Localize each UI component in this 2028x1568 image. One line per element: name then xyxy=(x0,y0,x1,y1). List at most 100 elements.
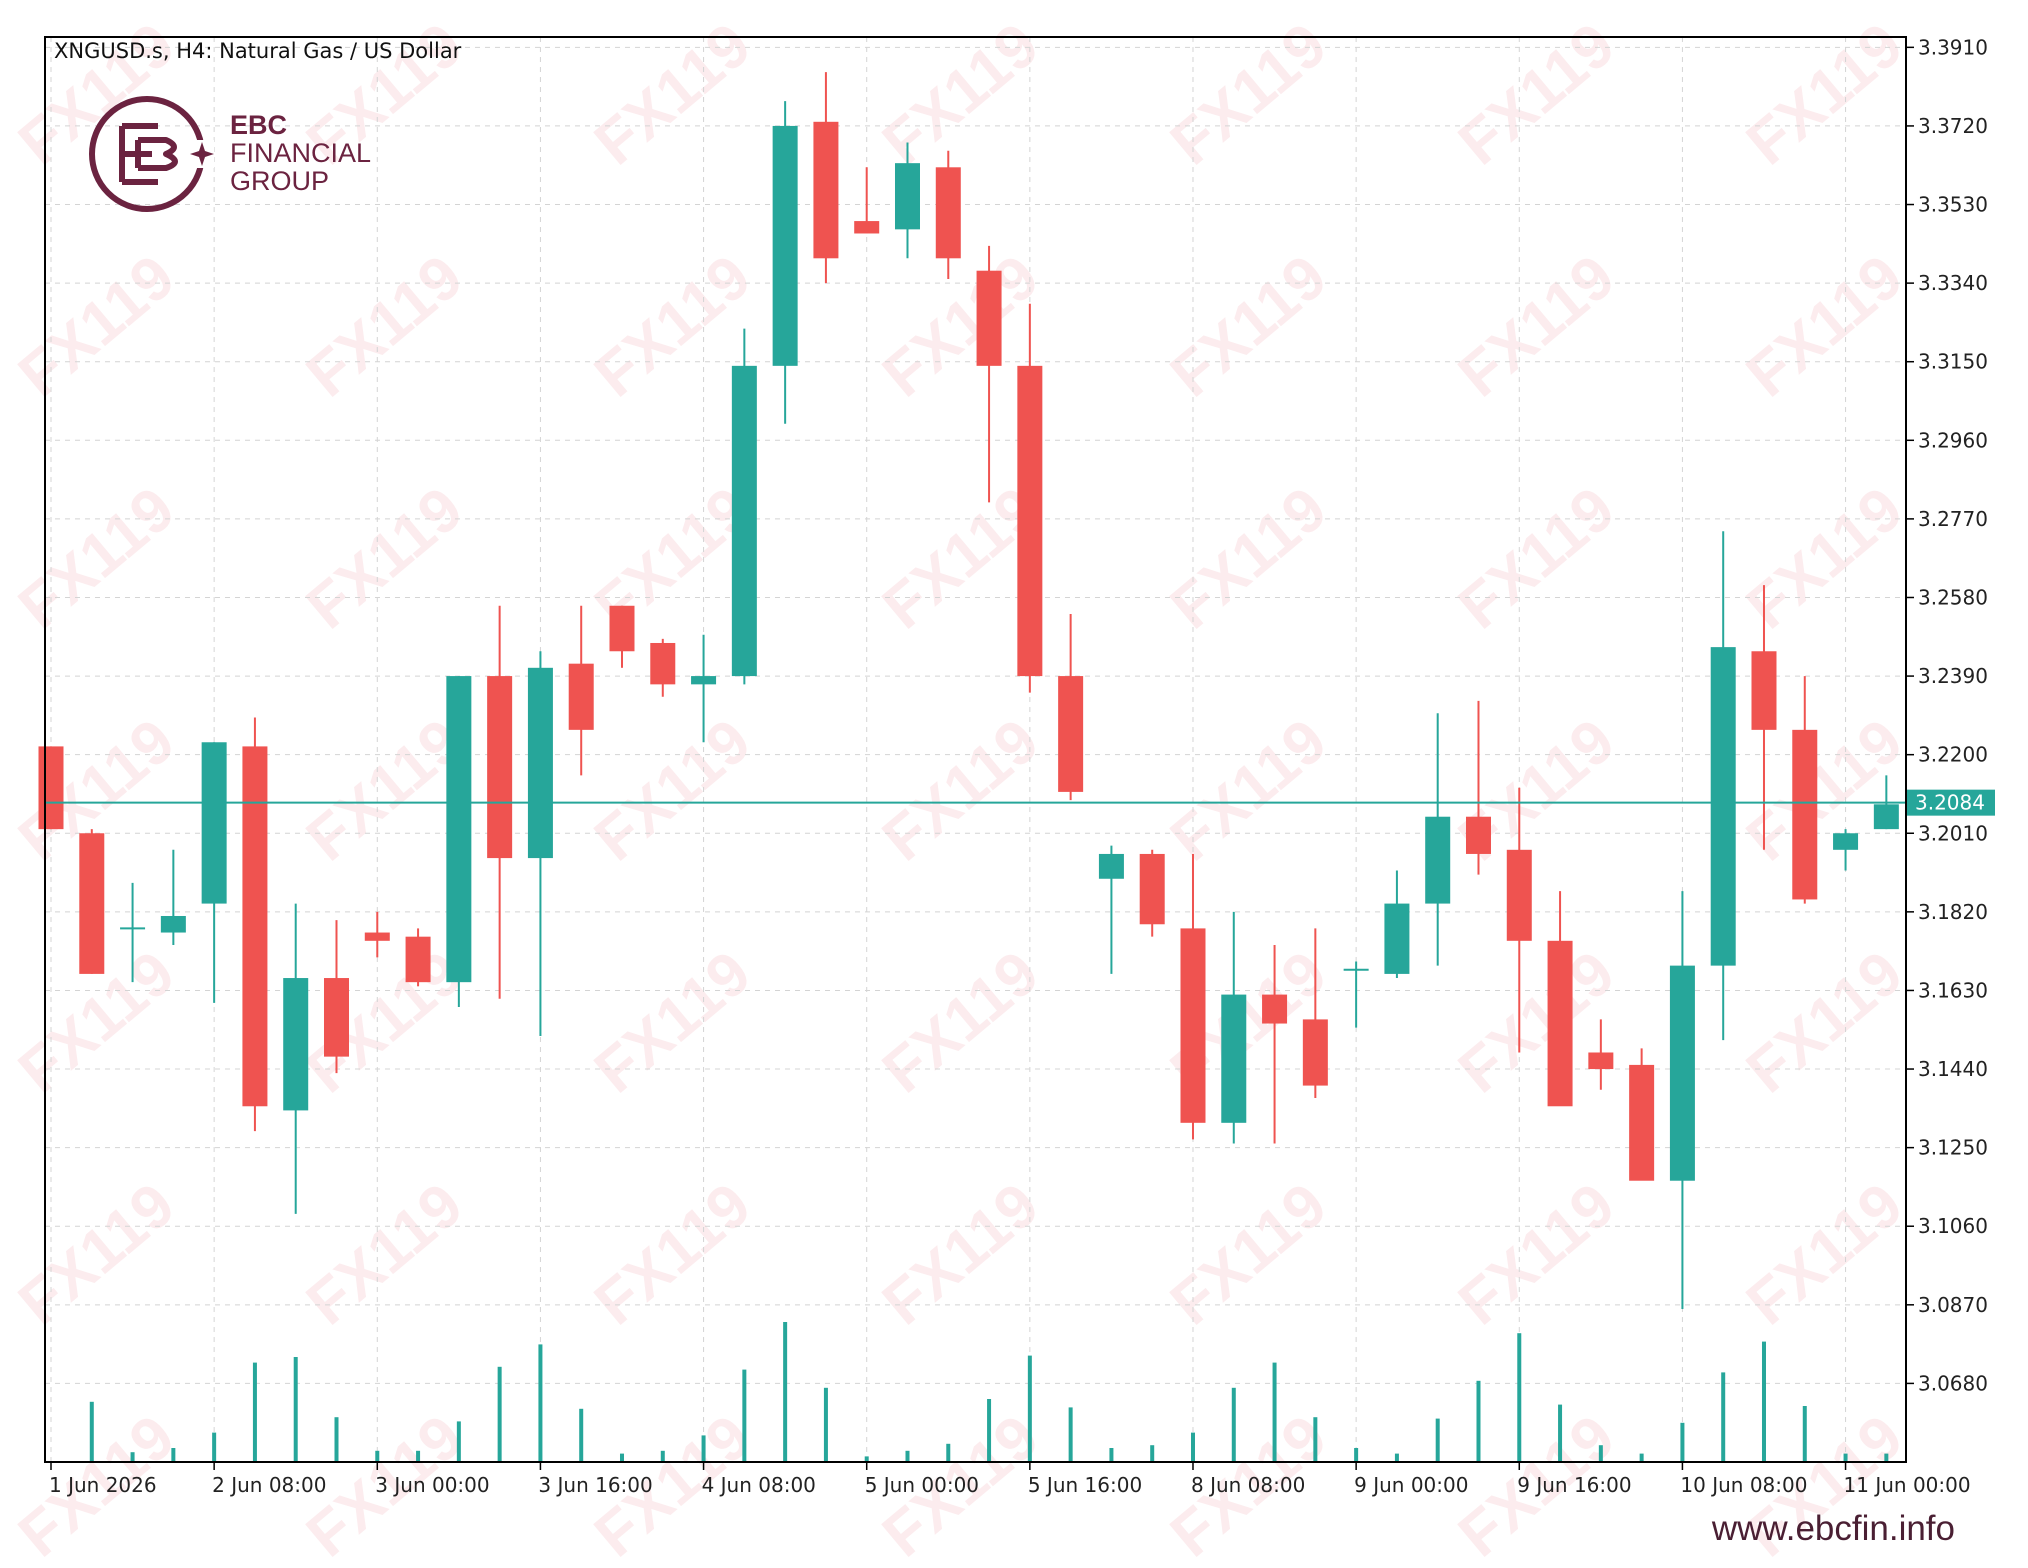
volume-bar xyxy=(456,1421,461,1462)
volume-bar xyxy=(1843,1453,1848,1462)
volume-bar xyxy=(1884,1453,1889,1462)
candle-body xyxy=(772,125,798,366)
candle xyxy=(1384,870,1410,979)
candle-body xyxy=(1629,1064,1655,1181)
volume-bar xyxy=(1109,1448,1114,1462)
website-url[interactable]: www.ebcfin.info xyxy=(1711,1509,1955,1548)
y-axis: 3.3910 3.3720 3.3530 3.3340 3.3150 3.2960 3.27… xyxy=(1906,35,1988,1395)
watermark-text: FX119 xyxy=(582,706,764,874)
candle xyxy=(854,167,880,234)
volume-bar xyxy=(171,1448,176,1462)
candle-body xyxy=(1873,804,1899,830)
volume-bar xyxy=(823,1387,828,1462)
watermark-text: FX119 xyxy=(1446,1170,1628,1338)
candle-body xyxy=(894,163,920,230)
volume-bar xyxy=(89,1401,94,1462)
y-tick-label: 3.3340 xyxy=(1918,271,1988,295)
volume-bar xyxy=(1313,1417,1318,1462)
candle-body xyxy=(854,221,880,234)
volume-bar xyxy=(130,1452,135,1462)
price-tag xyxy=(1907,789,1995,816)
y-tick-label: 3.2200 xyxy=(1918,743,1988,767)
candle-body xyxy=(1262,994,1288,1024)
y-tick-label: 3.2390 xyxy=(1918,664,1988,688)
x-tick-label: 10 Jun 08:00 xyxy=(1680,1473,1807,1497)
y-tick-label: 3.1630 xyxy=(1918,978,1988,1002)
candle-body xyxy=(935,167,961,259)
candle-body xyxy=(568,663,594,730)
y-tick-label: 3.1060 xyxy=(1918,1214,1988,1238)
candle xyxy=(650,638,676,697)
candle xyxy=(446,676,472,1007)
candle-body xyxy=(446,676,472,983)
x-tick-label: 2 Jun 08:00 xyxy=(212,1473,326,1497)
watermark-text: FX119 xyxy=(582,938,764,1106)
watermark-text: FX119 xyxy=(1446,242,1628,410)
volume-bar xyxy=(1721,1372,1726,1462)
x-tick-label: 5 Jun 16:00 xyxy=(1028,1473,1142,1497)
candle-body xyxy=(38,746,64,830)
volume-bar xyxy=(252,1362,257,1462)
candle-body xyxy=(1058,676,1084,792)
volume-bar xyxy=(1394,1453,1399,1462)
candle-body xyxy=(1180,928,1206,1123)
watermark-text: FX119 xyxy=(870,1170,1052,1338)
candle-body xyxy=(1139,853,1165,925)
y-tick-label: 3.2960 xyxy=(1918,428,1988,452)
watermark-text: FX119 xyxy=(582,10,764,178)
candle xyxy=(160,849,186,945)
volume-bar xyxy=(538,1344,543,1462)
candle-body xyxy=(1425,816,1451,904)
candle-body xyxy=(160,915,186,933)
candle xyxy=(1873,775,1899,830)
volume-bar xyxy=(1476,1380,1481,1462)
volume-bar xyxy=(334,1417,339,1462)
candle xyxy=(1098,845,1124,974)
candle xyxy=(1547,891,1573,1107)
x-tick-label: 4 Jun 08:00 xyxy=(702,1473,816,1497)
watermark-text: FX119 xyxy=(1446,474,1628,642)
volume-bar xyxy=(1190,1432,1195,1462)
watermark-text: FX119 xyxy=(294,474,476,642)
volume-bar xyxy=(619,1453,624,1462)
candle-body xyxy=(1302,1019,1328,1086)
logo-text-group: GROUP xyxy=(230,166,329,196)
candle xyxy=(1221,911,1247,1144)
candle xyxy=(1588,1019,1614,1090)
candle-body xyxy=(813,121,839,259)
watermark-text: FX119 xyxy=(1158,1170,1340,1338)
candle-body xyxy=(1588,1052,1614,1070)
x-tick-label: 9 Jun 00:00 xyxy=(1354,1473,1468,1497)
candle-body xyxy=(1221,994,1247,1123)
watermark-text: FX119 xyxy=(1158,242,1340,410)
volume-bar xyxy=(1639,1453,1644,1462)
current-price-line: 3.2084 xyxy=(45,789,1995,816)
volume-bar xyxy=(293,1357,298,1462)
volume-bar xyxy=(660,1450,665,1462)
candle-body xyxy=(283,978,309,1111)
volume-bar xyxy=(1068,1407,1073,1462)
watermark-text: FX119 xyxy=(870,10,1052,178)
x-tick-label: 3 Jun 00:00 xyxy=(375,1473,489,1497)
candle-body xyxy=(1833,833,1859,850)
candle xyxy=(120,882,146,983)
y-tick-label: 3.0680 xyxy=(1918,1371,1988,1395)
logo-sparkle-icon xyxy=(190,142,214,166)
candle xyxy=(1669,891,1695,1309)
volume-bar xyxy=(905,1450,910,1462)
candle xyxy=(364,911,390,958)
candle xyxy=(1180,853,1206,1140)
watermark-text: FX119 xyxy=(1734,10,1916,178)
watermark-text: FX119 xyxy=(1734,474,1916,642)
candle xyxy=(283,903,309,1214)
candle xyxy=(1506,787,1532,1053)
candle xyxy=(731,328,757,685)
watermark-text: FX119 xyxy=(1158,10,1340,178)
volume-bar xyxy=(1761,1341,1766,1462)
candle-body xyxy=(650,642,676,685)
logo-text-ebc: EBC xyxy=(230,110,287,140)
volume-bar xyxy=(701,1435,706,1462)
watermark-text: FX119 xyxy=(6,242,188,410)
candle-body xyxy=(731,365,757,677)
volume-bar xyxy=(497,1366,502,1462)
